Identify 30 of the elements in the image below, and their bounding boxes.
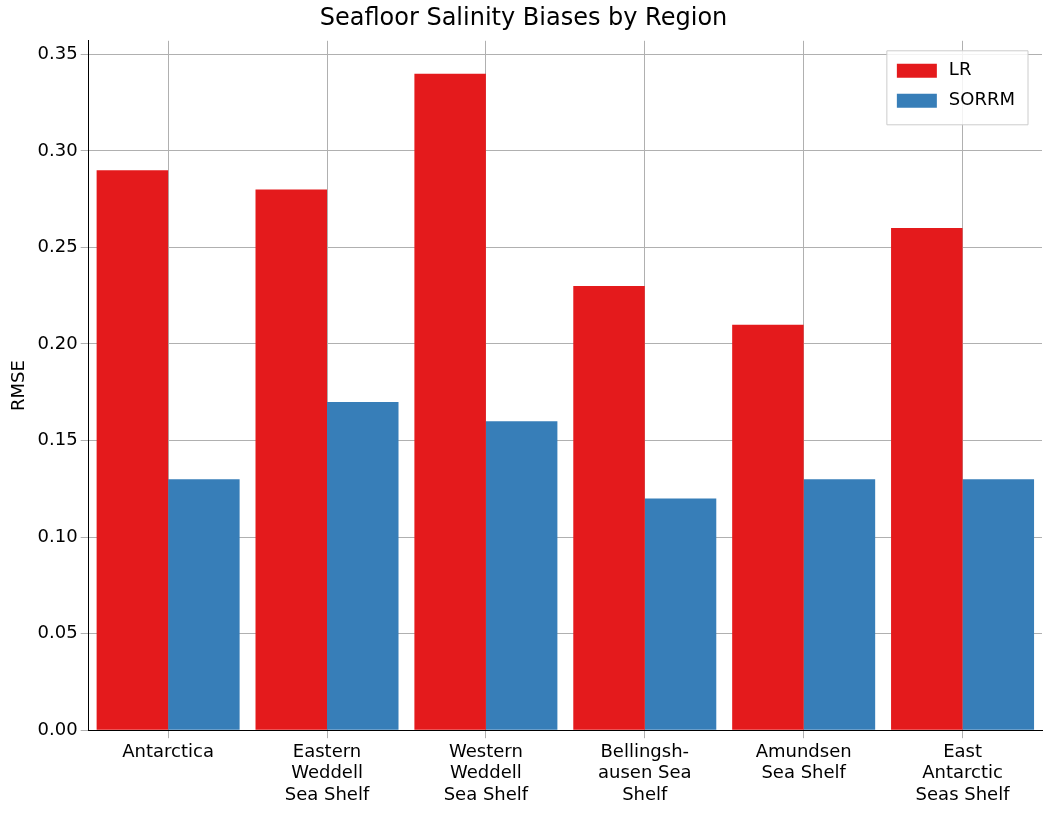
bar: [255, 189, 328, 730]
y-tick-label: 0.00: [37, 717, 78, 739]
bar: [891, 228, 963, 730]
bar: [573, 286, 645, 730]
bar: [732, 324, 804, 730]
y-tick-label: 0.20: [37, 331, 78, 353]
y-tick-label: 0.10: [37, 524, 78, 546]
y-tick-label: 0.25: [37, 235, 78, 257]
x-tick-label: Antarctica: [122, 739, 214, 761]
y-tick-label: 0.30: [37, 138, 78, 160]
x-tick-label: Amundsen Sea Shelf: [755, 739, 852, 783]
x-tick-label: Bellingsh- ausen Sea Shelf: [598, 739, 692, 804]
bar: [803, 479, 876, 730]
bar: [414, 73, 486, 730]
bar: [644, 498, 717, 730]
y-axis-title: RMSE: [7, 360, 29, 411]
y-tick-label: 0.05: [37, 621, 78, 643]
legend-label: SORRM: [948, 88, 1015, 110]
bar: [327, 401, 399, 730]
x-tick-label: Western Weddell Sea Shelf: [443, 739, 529, 804]
bar: [962, 479, 1035, 730]
y-tick-label: 0.35: [37, 41, 78, 63]
bar: [168, 479, 240, 730]
x-tick-label: Eastern Weddell Sea Shelf: [284, 739, 370, 804]
x-tick-label: East Antarctic Seas Shelf: [915, 739, 1011, 804]
legend-label: LR: [948, 58, 972, 80]
bar: [485, 421, 558, 730]
y-tick-label: 0.15: [37, 428, 78, 450]
chart-title: Seafloor Salinity Biases by Region: [319, 2, 728, 31]
bar: [96, 170, 169, 730]
